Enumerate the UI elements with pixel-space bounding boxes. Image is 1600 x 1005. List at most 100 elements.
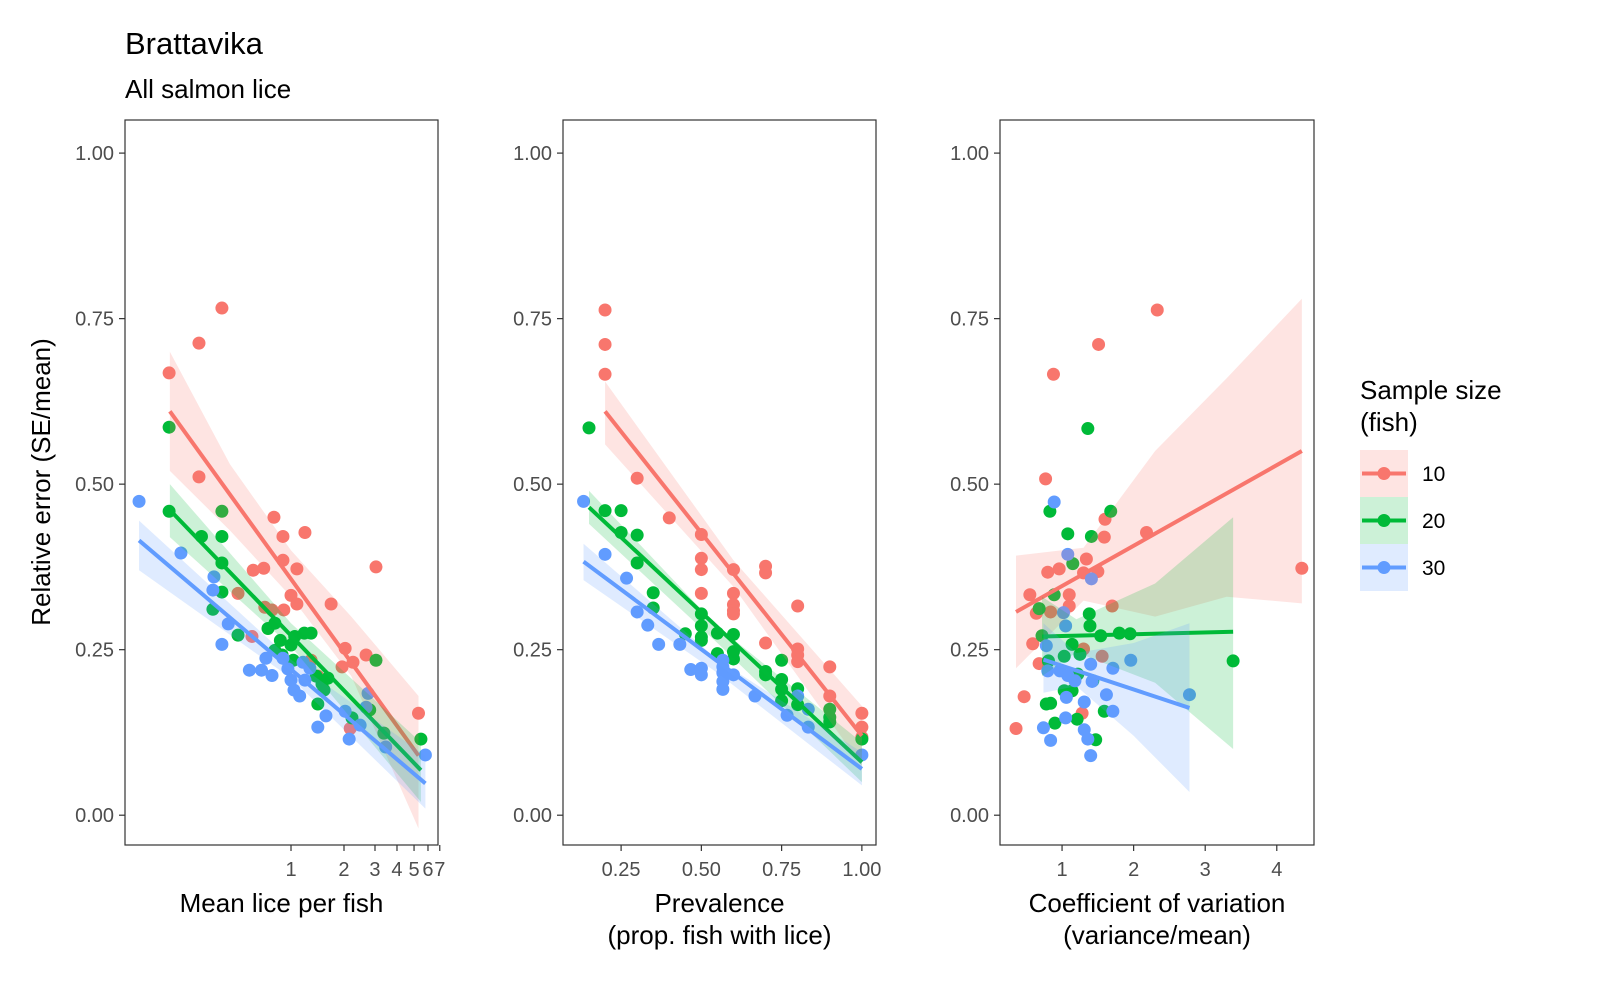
fit-line-10 (168, 410, 421, 757)
y-tick-label: 0.00 (950, 805, 989, 827)
point-series-30 (215, 637, 229, 651)
point-series-30 (418, 748, 432, 762)
x-tick-label: 6 (422, 859, 433, 881)
point-series-30 (1182, 688, 1196, 702)
plot-area (577, 303, 869, 786)
x-axis-label: Prevalence (654, 888, 784, 918)
legend-item-20: 20 (1360, 497, 1445, 544)
point-series-30 (620, 571, 634, 585)
panel-3: 0.00 0.25 0.50 0.75 1.00 1 2 3 4 Coefficient of v… (950, 119, 1315, 950)
point-series-20 (162, 420, 176, 434)
point-series-20 (1082, 607, 1096, 621)
point-series-10 (411, 706, 425, 720)
x-tick-label: 0.50 (682, 859, 721, 881)
point-series-30 (206, 583, 220, 597)
point-series-30 (132, 494, 146, 508)
fit-line-30 (1042, 657, 1191, 710)
point-series-10 (855, 706, 869, 720)
y-tick-label: 0.50 (75, 474, 114, 496)
point-series-30 (1106, 661, 1120, 675)
fit-line-10 (603, 410, 864, 737)
y-tick-label: 1.00 (950, 143, 989, 165)
point-series-20 (823, 715, 837, 729)
point-series-10 (694, 563, 708, 577)
point-series-10 (1295, 561, 1309, 575)
point-series-30 (1059, 711, 1073, 725)
point-series-10 (192, 470, 206, 484)
legend: Sample size (fish) 10 20 30 (1360, 375, 1502, 591)
fit-line-30 (137, 538, 427, 785)
point-series-30 (1084, 657, 1098, 671)
point-series-30 (1041, 664, 1055, 678)
point-series-30 (293, 689, 307, 703)
x-tick-label: 0.75 (762, 859, 801, 881)
x-tick-label: 7 (434, 859, 445, 881)
y-tick-label: 1.00 (513, 143, 552, 165)
point-series-10 (192, 336, 206, 350)
fit-line-20 (168, 508, 423, 772)
point-series-10 (759, 566, 773, 580)
x-axis-label-line2: (variance/mean) (1063, 920, 1251, 950)
legend-key-point (1377, 514, 1391, 527)
point-series-20 (775, 653, 789, 667)
point-series-30 (207, 570, 221, 584)
x-tick-label: 2 (338, 859, 349, 881)
point-series-30 (259, 651, 273, 665)
y-tick-label: 0.25 (513, 640, 552, 662)
point-series-30 (577, 494, 591, 508)
point-series-30 (265, 669, 279, 683)
point-series-30 (1044, 733, 1058, 747)
point-series-20 (231, 628, 245, 642)
panel-2: 0.00 0.25 0.50 0.75 1.00 0.25 0.50 0.75 1.00 Prev… (513, 119, 881, 950)
point-series-10 (215, 301, 229, 315)
y-tick-label: 0.75 (75, 309, 114, 331)
point-series-30 (242, 663, 256, 677)
chart-subtitle: All salmon lice (125, 74, 291, 104)
point-series-10 (324, 597, 338, 611)
point-series-20 (630, 556, 644, 570)
x-tick-label: 4 (391, 859, 402, 881)
y-tick-label: 0.25 (950, 640, 989, 662)
legend-label: 10 (1422, 463, 1445, 486)
legend-label: 30 (1422, 557, 1445, 580)
x-tick-label: 3 (1200, 859, 1211, 881)
point-series-30 (673, 637, 687, 651)
point-series-10 (290, 597, 304, 611)
point-series-20 (1083, 619, 1097, 633)
point-series-30 (284, 673, 298, 687)
fit-line-30 (582, 560, 864, 771)
point-series-10 (1095, 649, 1109, 663)
point-series-30 (1059, 619, 1073, 633)
point-series-10 (1044, 605, 1058, 619)
point-series-30 (1084, 572, 1098, 586)
point-series-10 (694, 551, 708, 565)
point-series-30 (1124, 653, 1138, 667)
point-series-20 (1081, 422, 1095, 436)
point-series-20 (215, 504, 229, 518)
point-series-10 (359, 648, 373, 662)
point-series-10 (791, 599, 805, 613)
point-series-10 (1009, 721, 1023, 735)
point-series-10 (1079, 552, 1093, 566)
plot-area (132, 301, 432, 829)
point-series-30 (1056, 606, 1070, 620)
x-tick-label: 3 (369, 859, 380, 881)
point-series-30 (641, 618, 655, 632)
plot-area (1009, 298, 1309, 793)
y-tick-label: 0.00 (75, 805, 114, 827)
confidence-ribbon-20 (169, 484, 421, 802)
point-series-20 (1044, 696, 1058, 710)
point-series-30 (1068, 674, 1082, 688)
point-series-10 (1046, 367, 1060, 381)
point-series-10 (369, 560, 383, 574)
legend-key-point (1377, 561, 1391, 574)
confidence-ribbon-30 (1043, 623, 1190, 793)
point-series-30 (174, 546, 188, 560)
fit-line-20 (587, 505, 864, 764)
x-tick-label: 1 (285, 859, 296, 881)
panel-border (562, 119, 877, 846)
legend-title-line2: (fish) (1360, 407, 1418, 437)
point-series-20 (1073, 647, 1087, 661)
point-series-30 (1077, 695, 1091, 709)
